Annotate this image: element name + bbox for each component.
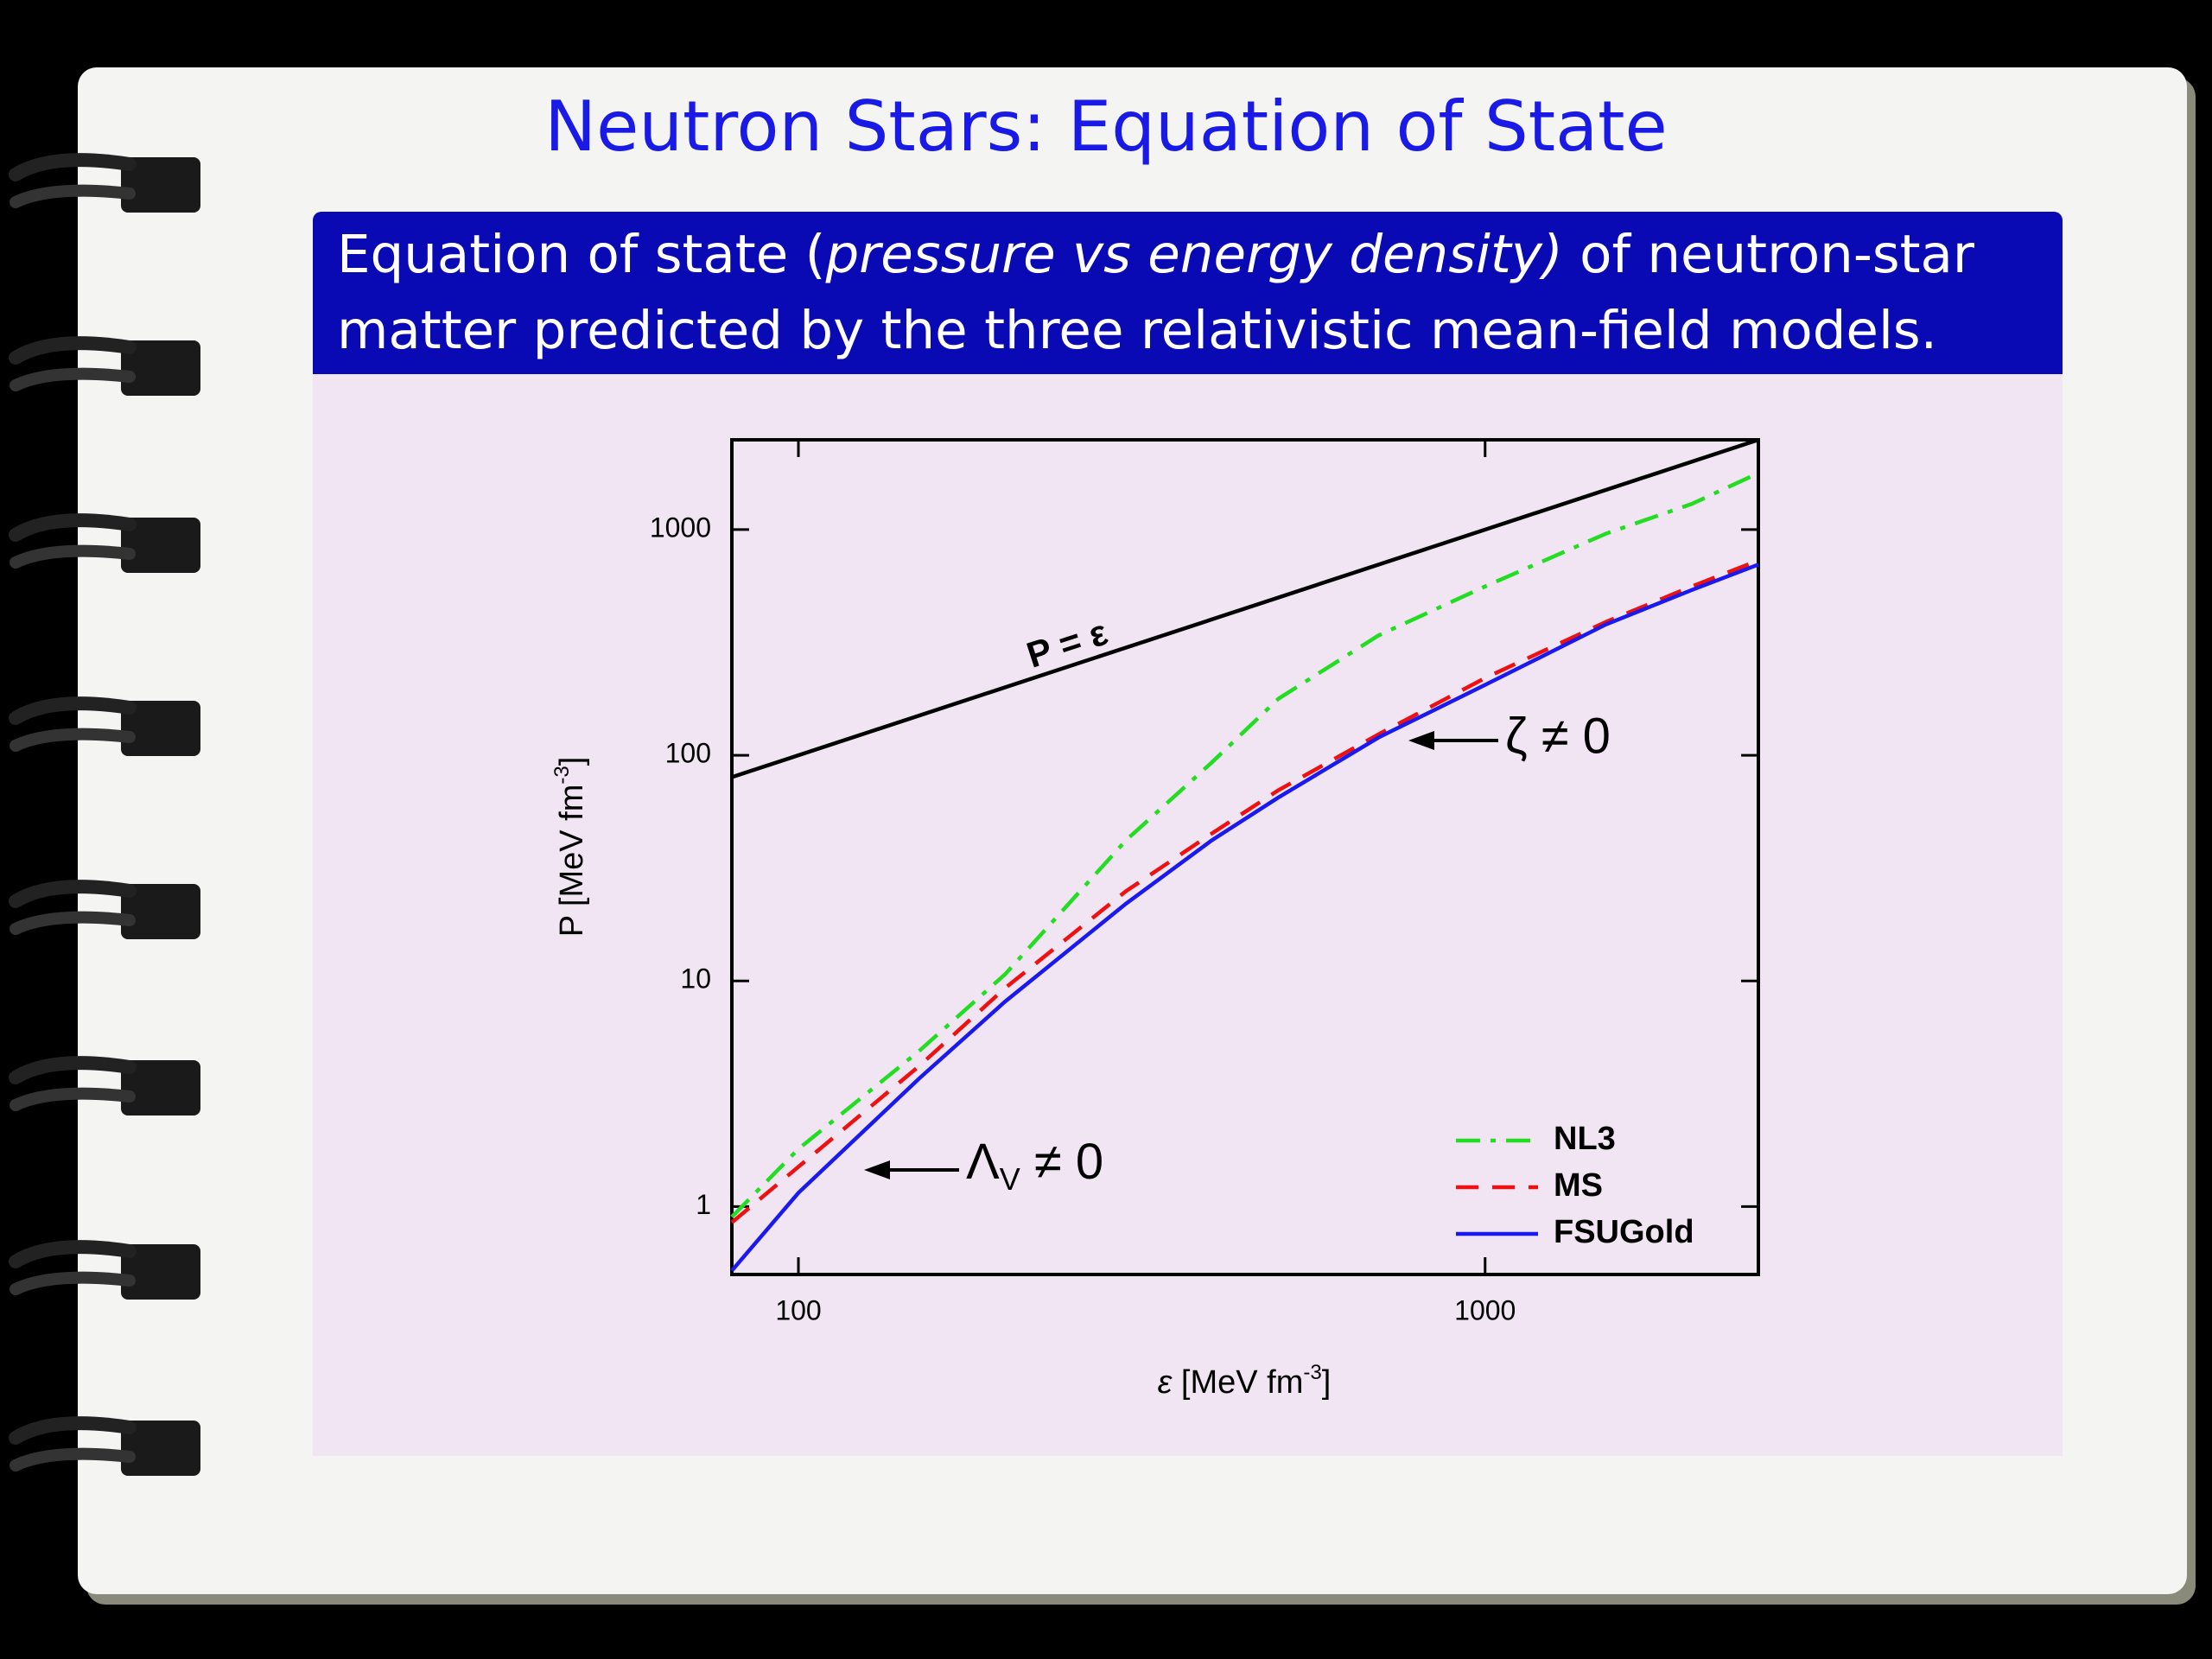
ring (9, 1416, 137, 1445)
x-axis-label-text: [MeV fm (1172, 1364, 1303, 1401)
ring (9, 1240, 137, 1268)
y-axis-label-end: ] (554, 757, 590, 766)
ring (10, 1087, 136, 1111)
ring-hole (121, 1421, 200, 1476)
legend-label: MS (1554, 1167, 1603, 1204)
ring (10, 911, 136, 935)
arrowhead (1408, 731, 1434, 750)
ring (10, 1271, 136, 1295)
ring (9, 336, 137, 365)
ring (10, 544, 136, 569)
ring-hole (121, 701, 200, 756)
series-line (730, 563, 1759, 1273)
y-tick-label: 1 (696, 1189, 711, 1220)
x-axis-label-sup: -3 (1303, 1361, 1321, 1384)
reference-line (731, 437, 1759, 779)
plot-frame (730, 438, 1760, 1276)
ring-hole (121, 884, 200, 939)
x-axis-label-end: ] (1322, 1364, 1332, 1401)
ring (10, 184, 136, 208)
x-tick-label: 1000 (1454, 1294, 1516, 1325)
ring-hole (121, 518, 200, 573)
binder-rings (9, 153, 200, 1476)
x-axis-label: ε [MeV fm-3] (1158, 1361, 1332, 1401)
slide-title: Neutron Stars: Equation of State (544, 86, 1668, 167)
block-text: pressure vs energy density) (825, 224, 1563, 285)
ring (10, 728, 136, 752)
y-tick-label: 10 (680, 963, 711, 995)
y-tick-label: 100 (665, 738, 711, 769)
y-tick-label: 1000 (650, 512, 711, 543)
ring (9, 1056, 137, 1084)
annotation: ζ ≠ 0 (1505, 708, 1611, 764)
series-line (730, 471, 1759, 1218)
series-line (730, 558, 1759, 1224)
x-tick-label: 100 (775, 1294, 821, 1325)
annotation-sub: V (1000, 1161, 1020, 1197)
arrowhead (864, 1160, 890, 1179)
ring (9, 880, 137, 908)
ring (9, 513, 137, 542)
ring-hole (121, 157, 200, 213)
annotation: ΛV ≠ 0 (966, 1134, 1103, 1196)
annotation-rest: ≠ 0 (1020, 1134, 1103, 1190)
legend-label: FSUGold (1554, 1214, 1694, 1250)
annotation-text: Λ (966, 1134, 1000, 1190)
y-axis-label-text: P [MeV fm (554, 785, 590, 938)
ring (10, 367, 136, 391)
x-axis-label-symbol: ε (1158, 1364, 1173, 1401)
ring-hole (121, 1060, 200, 1116)
block-title: Equation of state (pressure vs energy de… (313, 212, 2063, 374)
ring-hole (121, 340, 200, 396)
y-axis-label-sup: -3 (550, 766, 574, 784)
legend-label: NL3 (1554, 1121, 1616, 1157)
block-text: of neutron-star (1562, 224, 1974, 285)
ring (10, 1447, 136, 1471)
ring-hole (121, 1244, 200, 1300)
block-text: matter predicted by the three relativist… (337, 300, 1938, 361)
block-text: Equation of state ( (337, 224, 826, 285)
ring (9, 696, 137, 725)
ring (9, 153, 137, 181)
y-axis-label: P [MeV fm-3] (550, 757, 590, 938)
